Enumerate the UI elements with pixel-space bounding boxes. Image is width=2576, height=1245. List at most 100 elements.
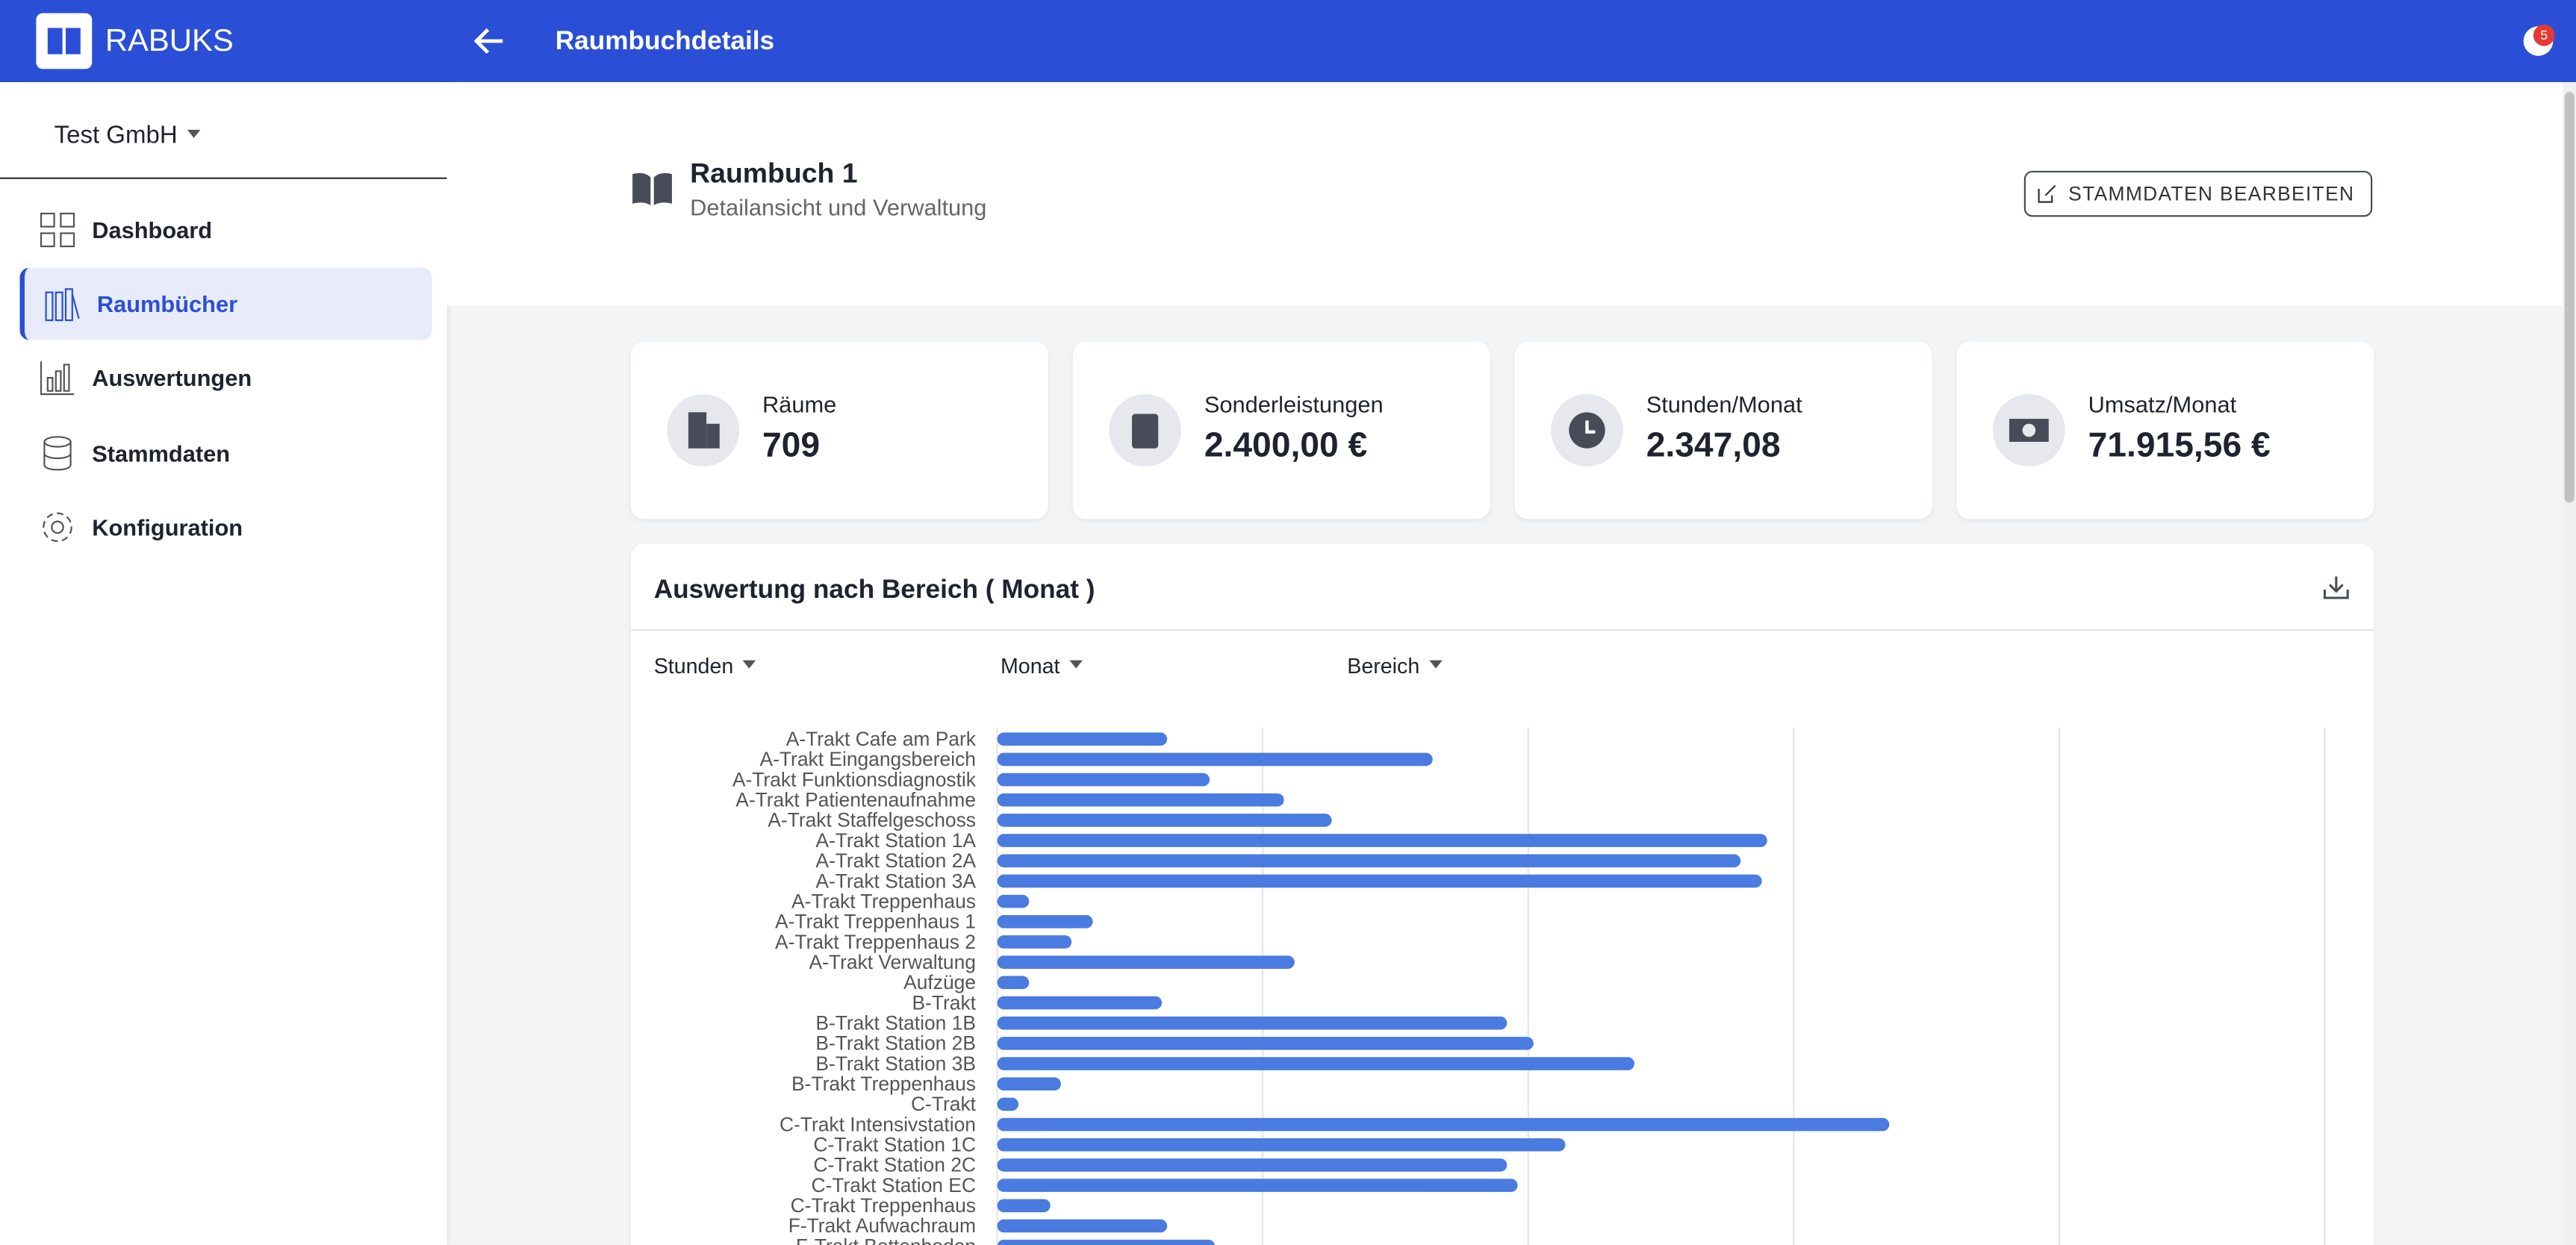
nav-item[interactable]: Dashboard: [19, 194, 427, 266]
nav-item[interactable]: Konfiguration: [19, 491, 427, 564]
subheading: Detailansicht und Verwaltung: [690, 193, 987, 220]
y-tick-label: B-Trakt Station 1B: [815, 1011, 976, 1034]
icon: [45, 288, 80, 322]
y-tick-label: A-Trakt Treppenhaus 2: [775, 931, 976, 953]
bar: [997, 1117, 1890, 1132]
bar: [997, 935, 1072, 949]
bar: [997, 1057, 1634, 1070]
sidebar: Test GmbH Dashboard Raumbücher Auswertun…: [0, 82, 447, 1245]
y-tick-label: A-Trakt Station 1A: [815, 829, 976, 852]
y-tick-label: A-Trakt Eingangsbereich: [760, 748, 976, 770]
bar: [997, 1037, 1534, 1050]
bar: [997, 732, 1168, 746]
y-tick-label: F-Trakt Bettenboden: [796, 1235, 976, 1245]
scrollbar: [2563, 82, 2576, 1245]
stat-value: 709: [762, 427, 821, 465]
y-tick-label: B-Trakt Treppenhaus: [791, 1073, 976, 1095]
button-label: STAMMDATEN BEARBEITEN: [2068, 182, 2355, 206]
bar: [997, 793, 1284, 807]
bar: [997, 955, 1295, 969]
bar: [997, 915, 1093, 929]
stat-label: Stunden/Monat: [1646, 390, 1802, 417]
y-tick-label: A-Trakt Patientenaufnahme: [735, 789, 976, 811]
bar: [997, 1219, 1168, 1233]
nav-label: Raumbücher: [96, 290, 238, 317]
brand: RABUKS: [105, 25, 234, 60]
bar: [997, 976, 1030, 990]
y-tick-label: F-Trakt Aufwachraum: [788, 1214, 976, 1237]
edit-icon: [2038, 184, 2056, 203]
edit-button[interactable]: STAMMDATEN BEARBEITEN: [2023, 170, 2373, 217]
stat-card: Räume 709: [630, 341, 1048, 519]
stat-icon: [1992, 394, 2065, 467]
y-tick-label: B-Trakt: [912, 991, 976, 1014]
bar: [997, 1077, 1061, 1091]
y-tick-label: Aufzüge: [903, 971, 976, 993]
bar: [997, 894, 1030, 908]
stat-label: Umsatz/Monat: [2088, 390, 2237, 417]
stat-card: Stunden/Monat 2.347,08: [1514, 341, 1932, 519]
scroll-thumb[interactable]: [2564, 92, 2575, 503]
bar: [997, 834, 1767, 847]
stat-icon: [667, 394, 740, 467]
y-tick-label: A-Trakt Cafe am Park: [786, 728, 977, 750]
y-tick-label: C-Trakt Treppenhaus: [791, 1194, 976, 1217]
icon: [40, 212, 75, 248]
stat-value: 2.400,00 €: [1204, 427, 1368, 465]
filter-select[interactable]: Bereich: [1347, 654, 1443, 678]
page-header: Raumbuch 1 Detailansicht und Verwaltung …: [447, 82, 2563, 306]
y-tick-label: A-Trakt Staffelgeschoss: [768, 809, 976, 831]
icon: [43, 512, 72, 543]
book-icon: [632, 172, 672, 206]
page-title: Raumbuchdetails: [555, 28, 775, 56]
y-tick-label: A-Trakt Treppenhaus: [791, 890, 976, 912]
bar: [997, 874, 1762, 888]
filter-select[interactable]: Stunden: [654, 654, 756, 678]
nav-item[interactable]: Stammdaten: [19, 417, 427, 490]
heading: Raumbuch 1: [690, 157, 858, 190]
bar: [997, 1179, 1518, 1192]
y-tick-label: A-Trakt Station 2A: [815, 849, 976, 872]
stat-value: 2.347,08: [1646, 427, 1781, 465]
bar: [997, 773, 1210, 787]
stat-label: Räume: [762, 390, 837, 417]
download-button[interactable]: [2323, 573, 2349, 599]
back-button[interactable]: [473, 25, 506, 57]
stat-label: Sonderleistungen: [1204, 390, 1384, 417]
y-tick-label: A-Trakt Treppenhaus 1: [775, 911, 976, 933]
bar: [997, 1016, 1508, 1030]
filter-select[interactable]: Monat: [1001, 654, 1083, 678]
bar: [997, 854, 1741, 868]
top-bar: RABUKS Raumbuchdetails 5: [0, 0, 2576, 83]
bar: [997, 1158, 1508, 1172]
y-tick-label: C-Trakt Intensivstation: [780, 1113, 976, 1135]
nav-label: Stammdaten: [92, 440, 231, 467]
nav-label: Auswertungen: [92, 364, 252, 391]
logo-icon: [47, 28, 81, 54]
stat-value: 71.915,56 €: [2088, 427, 2271, 465]
panel-title: Auswertung nach Bereich ( Monat ): [653, 576, 1095, 605]
icon: [40, 361, 75, 396]
stat-icon: [1551, 394, 1623, 467]
stat-card: Umsatz/Monat 71.915,56 €: [1956, 341, 2374, 519]
divider: [0, 177, 447, 179]
divider: [630, 628, 2374, 631]
stat-card: Sonderleistungen 2.400,00 €: [1072, 341, 1490, 519]
caret: [187, 129, 201, 145]
bar: [997, 996, 1163, 1010]
bar: [997, 752, 1433, 767]
nav-item-active[interactable]: Raumbücher: [19, 267, 432, 340]
notification-badge: 5: [2533, 25, 2555, 46]
y-tick-label: A-Trakt Funktionsdiagnostik: [732, 768, 977, 790]
y-tick-label: C-Trakt Station 2C: [813, 1154, 976, 1176]
y-tick-label: A-Trakt Verwaltung: [809, 951, 976, 973]
company-select[interactable]: Test GmbH: [55, 122, 201, 149]
y-tick-label: C-Trakt: [911, 1093, 977, 1115]
nav-label: Konfiguration: [92, 514, 243, 540]
y-tick-label: C-Trakt Station 1C: [813, 1134, 976, 1156]
nav-item[interactable]: Auswertungen: [19, 342, 427, 414]
